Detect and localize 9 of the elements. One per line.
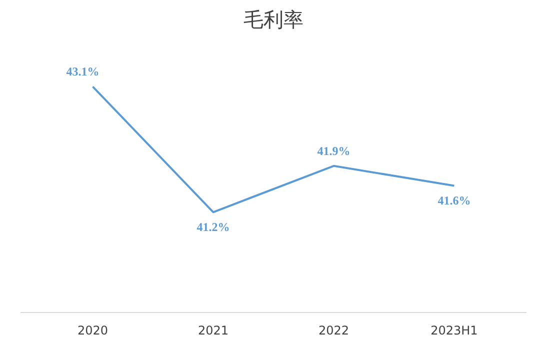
chart-title: 毛利率 — [244, 8, 304, 32]
data-label: 41.2% — [196, 220, 230, 234]
data-label: 43.1% — [66, 64, 100, 79]
x-tick-label: 2020 — [78, 324, 108, 338]
data-label: 41.9% — [317, 144, 350, 158]
x-tick-label: 2022 — [318, 324, 350, 338]
x-tick-label: 2021 — [198, 324, 229, 338]
data-label: 41.6% — [438, 194, 471, 208]
x-tick-label: 2023H1 — [430, 324, 478, 338]
